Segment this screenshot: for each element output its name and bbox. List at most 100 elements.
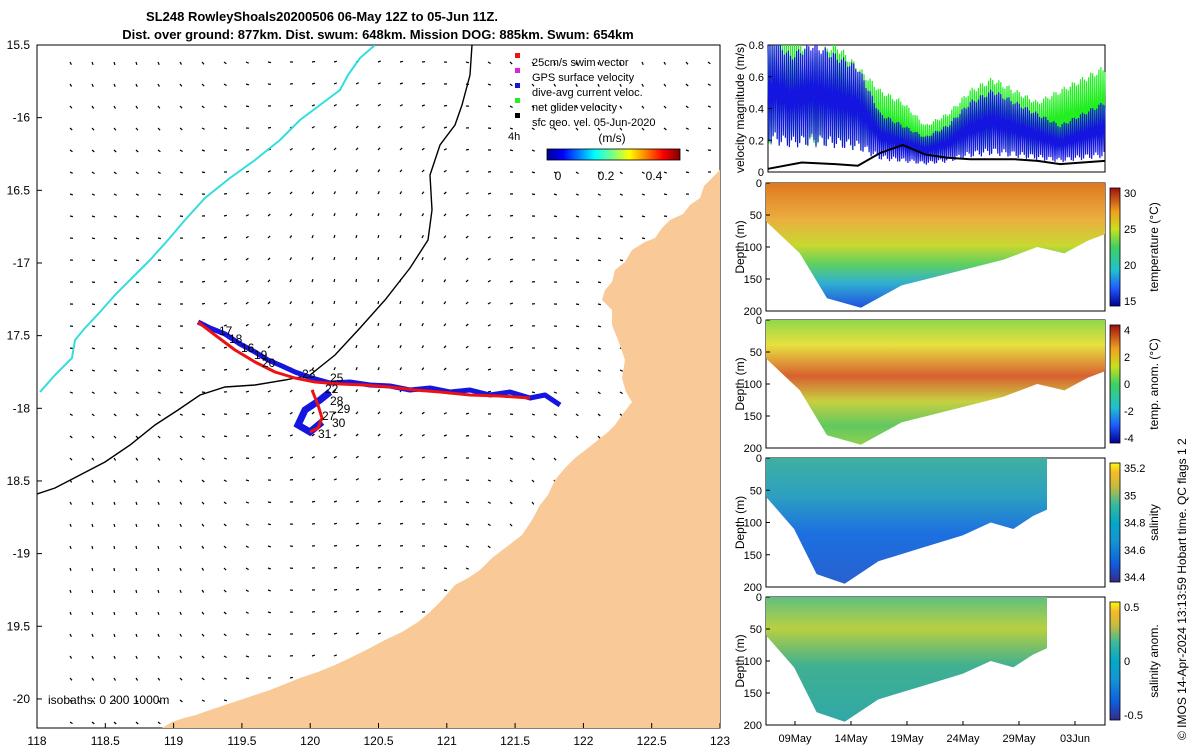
lat-tick-label: 17.5 [7, 329, 31, 343]
geo-vel-arrow [69, 83, 73, 87]
geo-vel-arrow [157, 677, 161, 681]
geo-vel-arrow [223, 368, 228, 371]
geo-vel-arrow [597, 127, 601, 131]
geo-vel-arrow [707, 61, 711, 65]
geo-vel-arrow [509, 523, 513, 527]
geo-vel-arrow [157, 369, 162, 372]
geo-vel-arrow [421, 169, 425, 173]
temp-anomaly-colorbar-tick: 4 [1124, 325, 1130, 337]
geo-vel-arrow [531, 501, 535, 505]
geo-vel-arrow [597, 435, 601, 439]
geo-vel-arrow [245, 479, 250, 482]
geo-vel-arrow [311, 60, 316, 63]
geo-vel-arrow [69, 171, 73, 174]
geo-vel-arrow [641, 83, 644, 87]
geo-vel-arrow [443, 191, 447, 195]
geo-vel-arrow [399, 60, 404, 63]
geo-vel-arrow [135, 435, 139, 439]
geo-vel-arrow [443, 545, 448, 548]
map-legend: 25cm/s swim vector GPS surface velocity … [508, 53, 681, 183]
geo-vel-arrow [245, 192, 250, 195]
salinity-anomaly-ytick-label: 150 [744, 688, 762, 700]
geo-vel-arrow [223, 457, 228, 460]
lon-tick-label: 121.5 [500, 734, 530, 748]
geo-vel-arrow [289, 104, 294, 107]
geo-vel-arrow [157, 699, 161, 703]
geo-vel-arrow [311, 191, 315, 195]
legend-extra: 4h [508, 131, 520, 143]
date-tick-label: 03Jun [1060, 733, 1090, 745]
geo-vel-arrow [157, 347, 162, 350]
geo-vel-arrow [91, 149, 95, 153]
legend-entry: net glider velocity [532, 102, 617, 114]
geo-vel-arrow [663, 171, 668, 174]
geo-vel-arrow [135, 413, 139, 417]
salinity-ytick-label: 0 [756, 453, 762, 465]
geo-vel-arrow [377, 322, 380, 327]
geo-vel-arrow [113, 259, 118, 262]
salinity-colorbar-tick: 34.6 [1124, 545, 1145, 557]
geo-vel-arrow [333, 300, 336, 305]
geo-vel-arrow [443, 367, 447, 371]
geo-vel-arrow [69, 435, 73, 439]
geo-vel-arrow [69, 413, 73, 417]
speed-colorbar [546, 148, 681, 161]
geo-vel-arrow [597, 61, 600, 66]
geo-vel-arrow [201, 280, 206, 283]
geo-vel-arrow [619, 259, 624, 262]
lon-tick-label: 122 [573, 734, 593, 748]
geo-vel-arrow [355, 169, 359, 173]
geo-vel-arrow [487, 279, 491, 283]
salinity-anomaly-colorbar [1109, 601, 1121, 721]
geo-vel-arrow [179, 655, 183, 659]
geo-vel-arrow [421, 126, 425, 129]
geo-vel-arrow [619, 171, 623, 175]
geo-vel-arrow [575, 391, 579, 395]
geo-vel-arrow [289, 257, 293, 261]
geo-vel-arrow [267, 61, 272, 64]
geo-vel-arrow [201, 655, 205, 659]
geo-vel-arrow [113, 347, 118, 350]
geo-vel-arrow [707, 127, 712, 130]
geo-vel-arrow [509, 457, 513, 460]
geo-vel-arrow [685, 61, 689, 65]
geo-vel-arrow [91, 589, 94, 594]
section-panel-salinity-anomaly: 0 50 100 150 200 Depth (m) 0.5 0 -0.5 salinity an… [733, 592, 1161, 745]
geo-vel-arrow [157, 193, 162, 196]
geo-vel-arrow [223, 567, 227, 571]
geo-vel-arrow [597, 369, 601, 372]
geo-vel-arrow [487, 457, 492, 460]
temperature-colorbar-tick: 30 [1124, 188, 1136, 200]
lon-tick-label: 118 [27, 734, 46, 748]
geo-vel-arrow [443, 257, 447, 261]
geo-vel-arrow [443, 412, 447, 415]
geo-vel-arrow [553, 61, 556, 65]
geo-vel-arrow [377, 389, 381, 393]
geo-vel-arrow [377, 610, 382, 613]
geo-vel-arrow [135, 699, 139, 703]
geo-vel-arrow [157, 567, 160, 572]
geo-vel-arrow [465, 412, 470, 415]
geo-vel-arrow [267, 191, 271, 195]
geo-vel-arrow [377, 367, 380, 371]
temp-anomaly-colorbar [1109, 324, 1121, 444]
legend-entry: dive-avg current veloc. [532, 87, 643, 99]
geo-vel-arrow [487, 105, 492, 108]
temp-anomaly-colorbar-tick: 2 [1124, 352, 1130, 364]
day-label: 29 [337, 402, 351, 416]
geo-vel-arrow [157, 501, 160, 505]
geo-vel-arrow [465, 279, 469, 283]
geo-vel-arrow [157, 457, 161, 461]
geo-vel-arrow [399, 82, 404, 85]
geo-vel-arrow [443, 345, 447, 349]
geo-vel-arrow [69, 457, 73, 461]
geo-vel-arrow [421, 345, 425, 349]
geo-vel-arrow [333, 234, 336, 239]
geo-vel-arrow [267, 213, 271, 217]
geo-vel-arrow [91, 523, 94, 528]
geo-vel-arrow [69, 699, 73, 703]
geo-vel-arrow [443, 148, 447, 151]
geo-vel-arrow [179, 479, 183, 483]
geo-vel-arrow [223, 479, 227, 483]
geo-vel-arrow [135, 347, 139, 350]
